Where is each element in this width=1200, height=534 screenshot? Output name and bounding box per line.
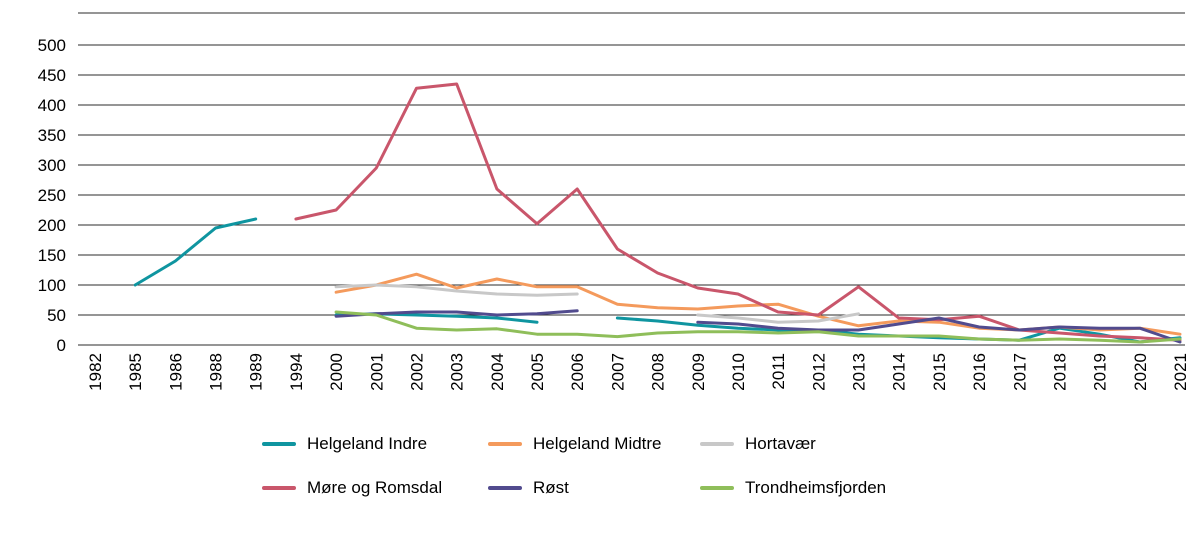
x-tick-label: 2004 <box>488 353 507 391</box>
x-tick-label: 2005 <box>528 353 547 391</box>
x-tick-label: 1989 <box>247 353 266 391</box>
x-tick-label: 2013 <box>850 353 869 391</box>
y-tick-label: 400 <box>38 96 66 115</box>
x-tick-label: 2020 <box>1131 353 1150 391</box>
legend-label-r-st: Røst <box>533 478 569 497</box>
legend-label-helgeland-midtre: Helgeland Midtre <box>533 434 662 453</box>
x-tick-label: 2010 <box>729 353 748 391</box>
y-tick-label: 100 <box>38 276 66 295</box>
y-tick-label: 500 <box>38 36 66 55</box>
x-tick-label: 2007 <box>608 353 627 391</box>
legend-item-helgeland-indre: Helgeland Indre <box>262 434 488 454</box>
legend-marker-hortav-r <box>700 442 734 446</box>
series-line <box>334 283 860 324</box>
x-tick-label: 1985 <box>126 353 145 391</box>
legend-marker-m-re-og-romsdal <box>262 486 296 490</box>
legend-label-hortav-r: Hortavær <box>745 434 816 453</box>
y-tick-label: 0 <box>57 336 66 355</box>
x-tick-label: 1982 <box>86 353 105 391</box>
legend-item-r-st: Røst <box>488 478 700 498</box>
y-tick-label: 150 <box>38 246 66 265</box>
x-tick-label: 2002 <box>407 353 426 391</box>
x-tick-label: 2000 <box>327 353 346 391</box>
x-tick-label: 2008 <box>649 353 668 391</box>
x-tick-label: 2006 <box>568 353 587 391</box>
x-tick-label: 2011 <box>769 353 788 390</box>
x-tick-label: 2012 <box>809 353 828 391</box>
legend-marker-helgeland-indre <box>262 442 296 446</box>
y-tick-label: 250 <box>38 186 66 205</box>
legend-item-trondheimsfjorden: Trondheimsfjorden <box>700 478 886 498</box>
x-tick-label: 2019 <box>1091 353 1110 391</box>
y-tick-label: 450 <box>38 66 66 85</box>
y-tick-label: 300 <box>38 156 66 175</box>
series-line <box>334 310 1182 344</box>
legend-marker-helgeland-midtre <box>488 442 522 446</box>
legend-label-trondheimsfjorden: Trondheimsfjorden <box>745 478 887 497</box>
y-tick-label: 350 <box>38 126 66 145</box>
x-tick-label: 2018 <box>1050 353 1069 391</box>
gridlines <box>78 44 1185 346</box>
series-helgeland-indre <box>133 217 1182 344</box>
legend-item-hortav-r: Hortavær <box>700 434 886 454</box>
legend-item-helgeland-midtre: Helgeland Midtre <box>488 434 700 454</box>
x-tick-label: 2003 <box>448 353 467 391</box>
x-tick-label: 2014 <box>890 353 909 391</box>
x-tick-label: 1986 <box>166 353 185 391</box>
x-tick-label: 2021 <box>1171 353 1190 391</box>
series-hortav-r <box>334 283 860 324</box>
x-tick-label: 2015 <box>930 353 949 391</box>
x-tick-label: 1988 <box>207 353 226 391</box>
series-line <box>294 82 1182 342</box>
legend-marker-r-st <box>488 486 522 490</box>
x-tick-label: 1994 <box>287 353 306 391</box>
legend-label-m-re-og-romsdal: Møre og Romsdal <box>307 478 443 497</box>
series-trondheimsfjorden <box>334 310 1182 344</box>
legend-item-m-re-og-romsdal: Møre og Romsdal <box>262 478 488 498</box>
series-m-re-og-romsdal <box>294 82 1182 342</box>
y-tick-label: 200 <box>38 216 66 235</box>
legend-label-helgeland-indre: Helgeland Indre <box>307 434 428 453</box>
y-axis-labels: 0 50 100 150 200 250 300 350 400 450 500 <box>38 36 66 355</box>
legend: Helgeland Indre Helgeland Midtre Hortavær M… <box>262 434 886 498</box>
legend-marker-trondheimsfjorden <box>700 486 734 490</box>
x-tick-label: 2016 <box>970 353 989 391</box>
x-tick-label: 2017 <box>1010 353 1029 391</box>
y-tick-label: 50 <box>47 306 66 325</box>
x-axis-labels: 1982 1985 1986 1988 1989 1994 2000 2001 2002 2003… <box>86 353 1190 391</box>
x-tick-label: 2009 <box>689 353 708 391</box>
series-line <box>133 217 1182 344</box>
x-tick-label: 2001 <box>367 353 386 391</box>
